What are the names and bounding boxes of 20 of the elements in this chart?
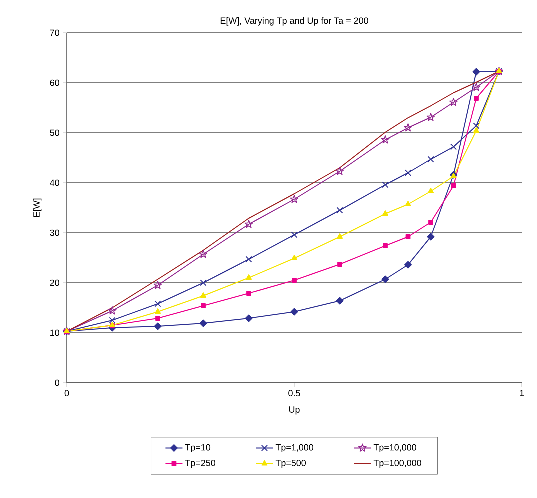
x-axis-title: Up [289,406,300,415]
legend-label: Tp=250 [185,460,216,468]
x-tick-label: 0.5 [288,390,300,397]
x-tick-label: 1 [520,390,524,396]
legend-label: Tp=1,000 [276,444,314,453]
legend-label: Tp=10,000 [374,444,416,453]
chart-title: E[W], Varying Tp and Up for Ta = 200 [220,17,368,26]
y-tick-label: 20 [50,280,60,286]
y-tick-label: 30 [50,230,60,236]
y-tick-label: 50 [50,130,60,136]
legend-label: Tp=10 [185,444,211,453]
y-tick-label: 60 [50,80,60,86]
y-tick-label: 10 [50,330,60,336]
legend-label: Tp=100,000 [374,460,422,468]
y-tick-label: 70 [50,30,60,36]
x-tick-label: 0 [64,390,70,397]
y-axis-title: E[W] [33,198,42,217]
y-tick-label: 40 [50,180,60,186]
legend-label: Tp=500 [276,460,306,468]
y-tick-label: 0 [55,380,60,386]
